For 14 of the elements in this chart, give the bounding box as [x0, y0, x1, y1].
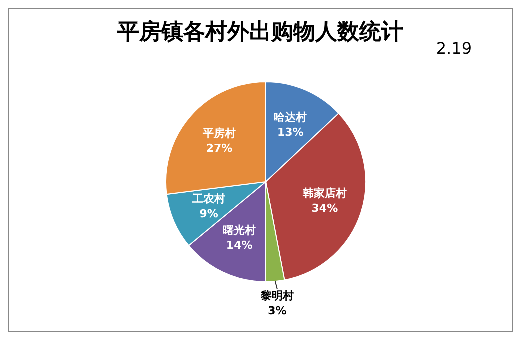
data-label: 14%: [226, 239, 253, 252]
slice-label: 黎明村: [260, 289, 294, 302]
text: 2.19: [436, 39, 472, 58]
slice-label: 平房村: [202, 127, 236, 140]
slice-label: 工农村: [192, 192, 226, 206]
slice-label: 曙光村: [223, 224, 256, 238]
slice-label: 哈达村: [274, 111, 308, 124]
data-label: 9%: [200, 208, 218, 221]
slice-label: 韩家店村: [302, 187, 347, 200]
data-label: 27%: [206, 142, 233, 155]
data-label: 34%: [312, 202, 338, 216]
data-label: 13%: [277, 126, 304, 140]
chart-title: 平房镇各村外出购物人数统计: [118, 20, 404, 45]
data-label: 3%: [268, 304, 287, 318]
